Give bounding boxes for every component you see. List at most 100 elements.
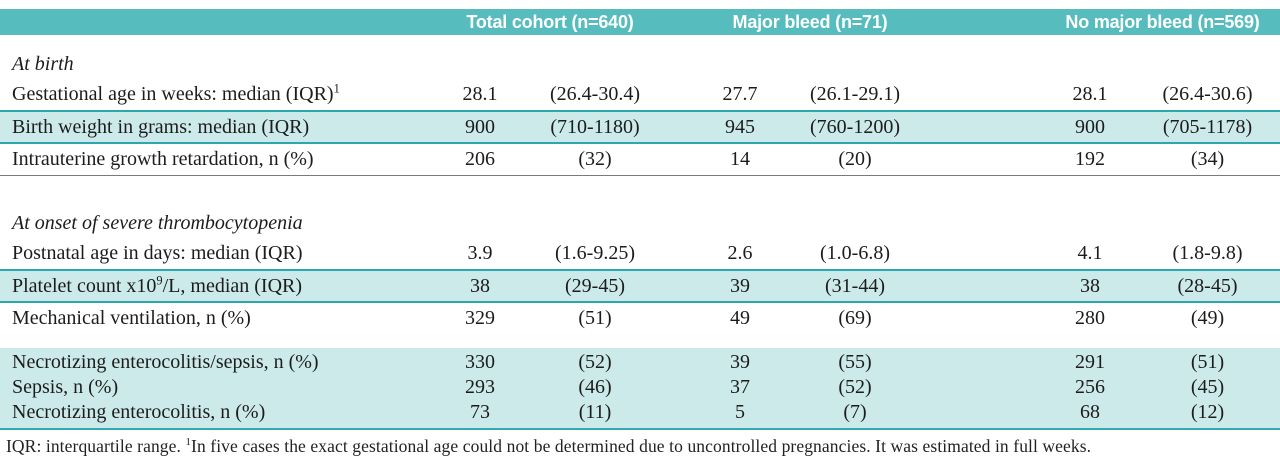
table-cell: 49 <box>730 307 750 329</box>
row-label: Birth weight in grams: median (IQR) <box>0 116 435 139</box>
table-cell: 293 <box>465 376 495 398</box>
text-segment: Necrotizing enterocolitis/sepsis, n (%) <box>12 351 319 373</box>
text-segment: Intrauterine growth retardation, n (%) <box>12 148 314 170</box>
table-cell: (1.8-9.8) <box>1172 242 1243 264</box>
row-label: Necrotizing enterocolitis/sepsis, n (%) <box>0 351 435 374</box>
table-row: Gestational age in weeks: median (IQR)1 2… <box>0 79 1280 110</box>
table-row: Necrotizing enterocolitis/sepsis, n (%) 3… <box>0 350 1280 375</box>
section-header-label: At birth <box>0 53 1280 76</box>
table-cell: 28.1 <box>1072 83 1108 105</box>
text-segment: Necrotizing enterocolitis, n (%) <box>12 401 266 423</box>
table-row: Necrotizing enterocolitis, n (%) 73 (11) 5 (… <box>0 400 1280 425</box>
table-cell: (705-1178) <box>1162 115 1253 138</box>
top-rule-line <box>362 10 1280 13</box>
table-cell: 900 <box>465 115 495 138</box>
text-segment: Gestational age in weeks: median (IQR) <box>12 83 334 105</box>
text-segment: /L, median (IQR) <box>162 274 303 297</box>
text-segment: In five cases the exact gestational age … <box>191 436 1092 456</box>
table-cell: 39 <box>730 274 750 297</box>
table-cell: (49) <box>1190 307 1225 329</box>
table-cell: 329 <box>465 307 495 329</box>
table-row: Postnatal age in days: median (IQR) 3.9 (1… <box>0 238 1280 269</box>
table-cell: (28-45) <box>1177 274 1238 297</box>
table-cell: (52) <box>578 351 612 373</box>
table-cell: (31-44) <box>825 274 885 297</box>
text-segment: At birth <box>12 52 74 75</box>
column-header-no-major-bleed: No major bleed (n=569) <box>1065 12 1260 32</box>
table-cell: 291 <box>1075 351 1105 373</box>
text-segment: Sepsis, n (%) <box>12 376 119 398</box>
table-cell: 73 <box>470 401 490 423</box>
table-body: At birth Gestational age in weeks: median… <box>0 49 1280 430</box>
table-cell: 330 <box>465 351 495 373</box>
table-cell: 14 <box>730 148 750 170</box>
superscript: 1 <box>333 81 340 96</box>
table-cell: 39 <box>730 351 750 373</box>
table-cell: (32) <box>578 148 612 170</box>
row-label: Intrauterine growth retardation, n (%) <box>0 148 435 171</box>
column-header-major-bleed: Major bleed (n=71) <box>732 12 888 32</box>
text-segment: Mechanical ventilation, n (%) <box>12 307 251 329</box>
table-footnote: IQR: interquartile range. 1In five cases… <box>0 436 1280 457</box>
column-header-total-cohort: Total cohort (n=640) <box>466 12 634 32</box>
section-header-row: At onset of severe thrombocytopenia <box>0 208 1280 238</box>
table-row: Mechanical ventilation, n (%) 329 (51) 49 (6… <box>0 303 1280 334</box>
table-cell: (26.1-29.1) <box>810 83 900 105</box>
table-cell: (52) <box>838 376 872 398</box>
table-cell: (55) <box>838 351 872 373</box>
table-cell: 27.7 <box>722 83 758 105</box>
table-cell: 900 <box>1075 115 1105 138</box>
table-cell: (26.4-30.6) <box>1162 83 1253 105</box>
superscript: 9 <box>156 272 163 287</box>
text-segment: Postnatal age in days: median (IQR) <box>12 242 303 264</box>
table-cell: 38 <box>1080 274 1100 297</box>
text-segment: Birth weight in grams: median (IQR) <box>12 115 310 138</box>
table-cell: 38 <box>470 274 490 297</box>
table-cell: 280 <box>1075 307 1105 329</box>
highlight-row-block: Necrotizing enterocolitis/sepsis, n (%) 3… <box>0 348 1280 430</box>
table-cell: (45) <box>1190 376 1225 398</box>
text-segment: Platelet count x10 <box>12 274 157 297</box>
table-cell: (20) <box>838 148 872 170</box>
table-cell: 192 <box>1075 148 1105 170</box>
table-row: Birth weight in grams: median (IQR) 900 (7… <box>0 110 1280 144</box>
table-cell: 5 <box>735 401 745 423</box>
text-segment: IQR: interquartile range. <box>6 436 186 456</box>
table-cell: (1.0-6.8) <box>820 242 890 264</box>
table-cell: (11) <box>578 401 612 423</box>
row-label: Postnatal age in days: median (IQR) <box>0 242 435 265</box>
table-cell: (760-1200) <box>810 115 900 138</box>
table-cell: (710-1180) <box>550 115 640 138</box>
table-cell: (46) <box>578 376 612 398</box>
table-cell: (34) <box>1190 148 1225 170</box>
table-cell: 206 <box>465 148 495 170</box>
section-header-row: At birth <box>0 49 1280 79</box>
row-label: Platelet count x109/L, median (IQR) <box>0 272 435 298</box>
table-cell: (12) <box>1190 401 1225 423</box>
table-cell: (26.4-30.4) <box>550 83 640 105</box>
row-label: Mechanical ventilation, n (%) <box>0 307 435 330</box>
table-cell: (7) <box>843 401 867 423</box>
table-row: Sepsis, n (%) 293 (46) 37 (52) 256 (45) <box>0 375 1280 400</box>
table-cell: (51) <box>578 307 612 329</box>
table-cell: (69) <box>838 307 872 329</box>
superscript: 1 <box>185 436 192 449</box>
table-cell: 28.1 <box>462 83 498 105</box>
table-cell: 37 <box>730 376 750 398</box>
row-label: Gestational age in weeks: median (IQR)1 <box>0 81 435 106</box>
table-cell: (29-45) <box>565 274 625 297</box>
table-cell: (51) <box>1190 351 1225 373</box>
table-cell: 4.1 <box>1077 242 1103 264</box>
table-header-band: Total cohort (n=640) Major bleed (n=71) … <box>0 9 1280 35</box>
table-cell: (1.6-9.25) <box>555 242 635 264</box>
table-row: Intrauterine growth retardation, n (%) 20… <box>0 144 1280 176</box>
table-cell: 256 <box>1075 376 1105 398</box>
row-label: Necrotizing enterocolitis, n (%) <box>0 401 435 424</box>
table-cell: 2.6 <box>727 242 753 264</box>
table-cell: 945 <box>725 115 755 138</box>
table-cell: 3.9 <box>467 242 493 264</box>
table-row: Platelet count x109/L, median (IQR) 38 (29… <box>0 269 1280 303</box>
row-label: Sepsis, n (%) <box>0 376 435 399</box>
table-cell: 68 <box>1080 401 1100 423</box>
text-segment: At onset of severe thrombocytopenia <box>12 211 303 234</box>
